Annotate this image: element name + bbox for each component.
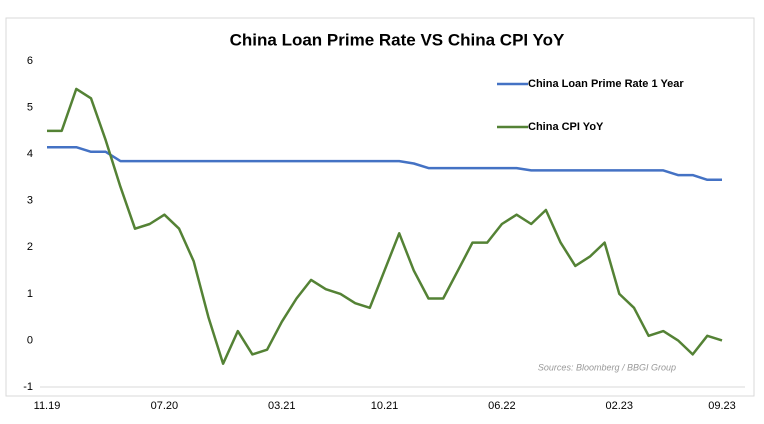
x-tick-label: 11.19 (34, 400, 61, 412)
y-tick-label: -1 (23, 381, 33, 393)
data-line (47, 145, 722, 182)
chart-frame (5, 17, 755, 397)
x-tick-label: 10.21 (371, 400, 399, 412)
x-tick-label: 02.23 (606, 400, 634, 412)
x-tick-label: 07.20 (151, 400, 179, 412)
chart-title: China Loan Prime Rate VS China CPI YoY (230, 30, 565, 49)
y-tick-label: 3 (27, 195, 33, 207)
y-tick-label: 5 (27, 101, 33, 113)
y-tick-label: 4 (27, 148, 33, 160)
legend-label: China CPI YoY (528, 121, 604, 133)
y-tick-label: 1 (27, 288, 33, 300)
x-tick-label: 03.21 (268, 400, 296, 412)
y-tick-label: 6 (27, 55, 33, 67)
legend-label: China Loan Prime Rate 1 Year (528, 78, 684, 90)
source-note: Sources: Bloomberg / BBGI Group (538, 362, 676, 372)
y-tick-label: 2 (27, 241, 33, 253)
y-tick-label: 0 (27, 334, 33, 346)
data-line (47, 87, 723, 365)
x-tick-label: 06.22 (488, 400, 516, 412)
x-tick-label: 09.23 (708, 400, 736, 412)
